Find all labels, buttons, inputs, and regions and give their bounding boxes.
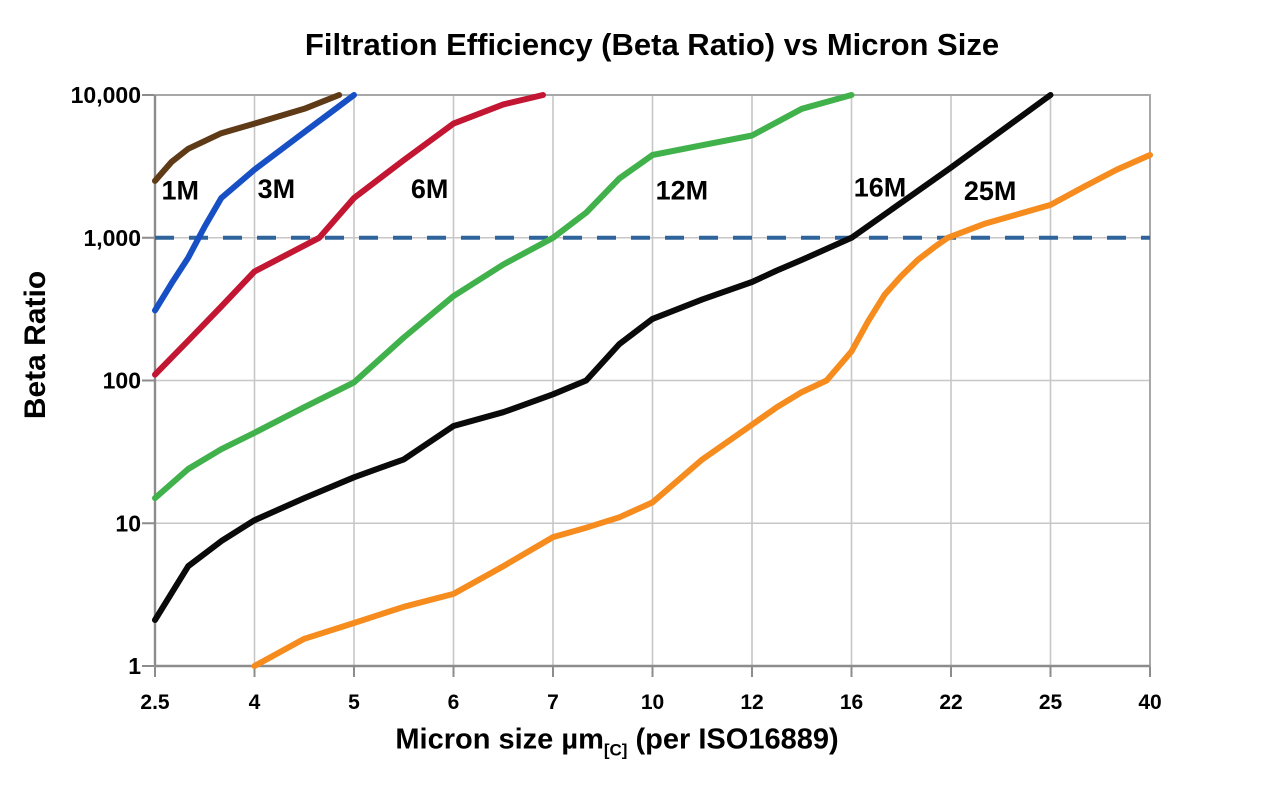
series-label-12M: 12M	[656, 175, 709, 205]
y-tick-label: 10	[115, 510, 141, 536]
series-line-6M	[152, 92, 546, 378]
chart-title: Filtration Efficiency (Beta Ratio) vs Mi…	[304, 27, 1000, 62]
x-tick-label: 40	[1138, 691, 1161, 714]
y-tick-label: 1,000	[83, 225, 141, 251]
x-axis-title-main: Micron size µm	[395, 723, 604, 756]
series-line-12M	[152, 92, 855, 502]
series-line-3M	[152, 92, 357, 314]
x-tick-label: 10	[641, 691, 664, 714]
series-line-1M	[152, 92, 343, 184]
series-label-1M: 1M	[161, 175, 199, 205]
x-tick-label: 6	[448, 691, 460, 714]
x-tick-label: 12	[740, 691, 763, 714]
series-line-25M	[251, 152, 1153, 669]
series-label-16M: 16M	[854, 172, 907, 202]
y-tick-label: 10,000	[71, 82, 141, 108]
x-axis-title-rest: (per ISO16889)	[627, 723, 839, 756]
x-tick-label: 5	[348, 691, 360, 714]
series-label-25M: 25M	[964, 176, 1017, 206]
x-axis-title-subscript: [C]	[603, 740, 628, 760]
x-axis-title: Micron size µm[C] (per ISO16889)	[395, 723, 839, 760]
y-tick-label: 100	[103, 368, 141, 394]
y-tick-label: 1	[128, 653, 141, 679]
x-tick-label: 4	[249, 691, 261, 714]
x-tick-label: 22	[939, 691, 962, 714]
series-label-6M: 6M	[411, 174, 449, 204]
series-line-16M	[152, 92, 1054, 623]
x-tick-label: 2.5	[140, 691, 170, 714]
x-tick-label: 7	[547, 691, 559, 714]
x-tick-label: 16	[840, 691, 863, 714]
x-tick-label: 25	[1039, 691, 1063, 714]
series-label-3M: 3M	[258, 174, 296, 204]
